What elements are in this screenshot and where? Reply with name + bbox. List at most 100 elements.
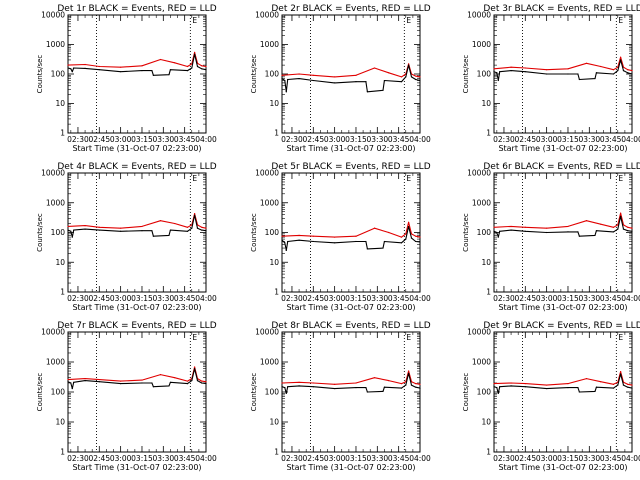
detector-panel-6: Det 6r BLACK = Events, RED = LLD 1 10 100 10… <box>462 162 640 312</box>
plot-frame <box>493 331 633 453</box>
data-point-events <box>622 228 625 230</box>
data-point-lld <box>410 233 413 235</box>
x-tick-label: 04:00 <box>409 294 431 303</box>
data-point-events <box>594 234 596 236</box>
data-point-lld <box>546 384 548 386</box>
data-point-events <box>201 68 203 70</box>
data-point-events <box>141 70 143 72</box>
data-point-lld <box>524 383 526 385</box>
data-point-events <box>620 59 622 61</box>
x-tick-label: 03:15 <box>345 294 367 303</box>
data-point-events <box>578 235 580 237</box>
data-point-events <box>71 236 73 238</box>
panel-title: Det 6r BLACK = Events, RED = LLD <box>483 162 640 172</box>
marker-label: E <box>192 16 197 25</box>
x-tick-label: 02:30 <box>281 294 303 303</box>
data-point-events <box>186 383 189 385</box>
data-point-events <box>194 214 196 216</box>
data-point-lld <box>174 222 176 225</box>
series-line-events <box>281 64 421 93</box>
series-line-events <box>281 372 421 394</box>
data-point-events <box>419 387 421 389</box>
data-point-lld <box>546 227 548 229</box>
data-point-events <box>612 73 615 75</box>
data-point-events <box>400 242 403 244</box>
data-point-events <box>546 73 548 75</box>
data-point-lld <box>373 377 376 379</box>
detector-panel-1: Det 1r BLACK = Events, RED = LLD 1 10 100 10… <box>36 4 217 153</box>
y-tick-label: 1 <box>60 288 65 297</box>
data-point-events <box>622 70 625 72</box>
series-line-lld <box>493 212 633 229</box>
data-point-events <box>73 381 75 383</box>
data-point-events <box>191 67 193 69</box>
x-tick-label: 02:30 <box>493 135 515 144</box>
x-tick-label: 03:15 <box>131 454 153 463</box>
series-line-lld <box>493 56 633 72</box>
data-point-events <box>408 225 410 228</box>
data-point-events <box>284 242 286 244</box>
y-axis-label: Counts/sec <box>36 213 44 252</box>
x-tick-label: 03:30 <box>153 135 175 144</box>
y-tick-label: 1 <box>486 448 491 457</box>
data-point-events <box>334 82 336 84</box>
data-point-events <box>120 71 122 73</box>
data-point-events <box>284 79 286 82</box>
x-axis-label: Start Time (31-Oct-07 02:23:00) <box>286 303 415 312</box>
data-point-lld <box>298 73 300 75</box>
x-tick-label: 03:45 <box>600 454 622 463</box>
series-line-events <box>67 214 207 238</box>
data-point-events <box>151 230 153 232</box>
x-tick-label: 03:00 <box>536 294 558 303</box>
data-point-events <box>400 81 403 83</box>
x-tick-label: 04:00 <box>621 135 640 144</box>
data-point-lld <box>585 62 588 64</box>
data-point-events <box>366 248 368 250</box>
marker-label: E <box>406 16 411 25</box>
data-point-lld <box>408 370 410 372</box>
data-point-events <box>612 387 615 389</box>
data-point-events <box>366 91 368 93</box>
data-point-events <box>365 387 367 389</box>
data-point-events <box>67 229 69 231</box>
data-point-events <box>577 231 579 233</box>
y-tick-label: 10000 <box>255 169 279 178</box>
data-point-events <box>405 238 407 240</box>
data-point-lld <box>524 67 526 69</box>
data-point-lld <box>585 220 588 222</box>
data-point-events <box>383 386 386 388</box>
data-point-events <box>612 231 615 233</box>
data-point-lld <box>400 383 403 385</box>
y-tick-label: 1 <box>486 129 491 138</box>
y-tick-label: 1 <box>274 448 279 457</box>
data-point-lld <box>120 227 122 229</box>
data-point-events <box>67 67 69 69</box>
data-point-events <box>84 228 86 230</box>
data-point-events <box>496 387 498 389</box>
data-point-events <box>627 230 629 232</box>
data-point-lld <box>98 65 100 68</box>
detector-panel-9: Det 9r BLACK = Events, RED = LLD 1 10 100 10… <box>462 321 640 472</box>
x-axis-label: Start Time (31-Oct-07 02:23:00) <box>286 463 415 472</box>
detector-panel-8: Det 8r BLACK = Events, RED = LLD 1 10 100 10… <box>250 321 431 472</box>
y-tick-label: 1 <box>274 129 279 138</box>
data-point-events <box>627 72 629 74</box>
data-point-events <box>497 392 499 394</box>
x-tick-label: 03:30 <box>367 294 389 303</box>
x-axis-label: Start Time (31-Oct-07 02:23:00) <box>72 463 201 472</box>
data-point-events <box>594 77 596 80</box>
y-axis-label: Counts/sec <box>462 373 470 412</box>
panel-title: Det 2r BLACK = Events, RED = LLD <box>271 4 430 14</box>
data-point-events <box>419 79 421 82</box>
x-tick-label: 02:45 <box>302 135 324 144</box>
data-point-lld <box>510 382 512 384</box>
data-point-events <box>84 67 86 69</box>
data-point-lld <box>120 66 122 68</box>
data-point-lld <box>408 63 410 65</box>
panel-title: Det 4r BLACK = Events, RED = LLD <box>57 162 216 172</box>
marker-label: E <box>406 174 411 183</box>
x-tick-label: 03:30 <box>579 135 601 144</box>
plot-frame <box>67 14 207 134</box>
data-point-lld <box>493 226 495 228</box>
x-tick-label: 03:15 <box>557 294 579 303</box>
